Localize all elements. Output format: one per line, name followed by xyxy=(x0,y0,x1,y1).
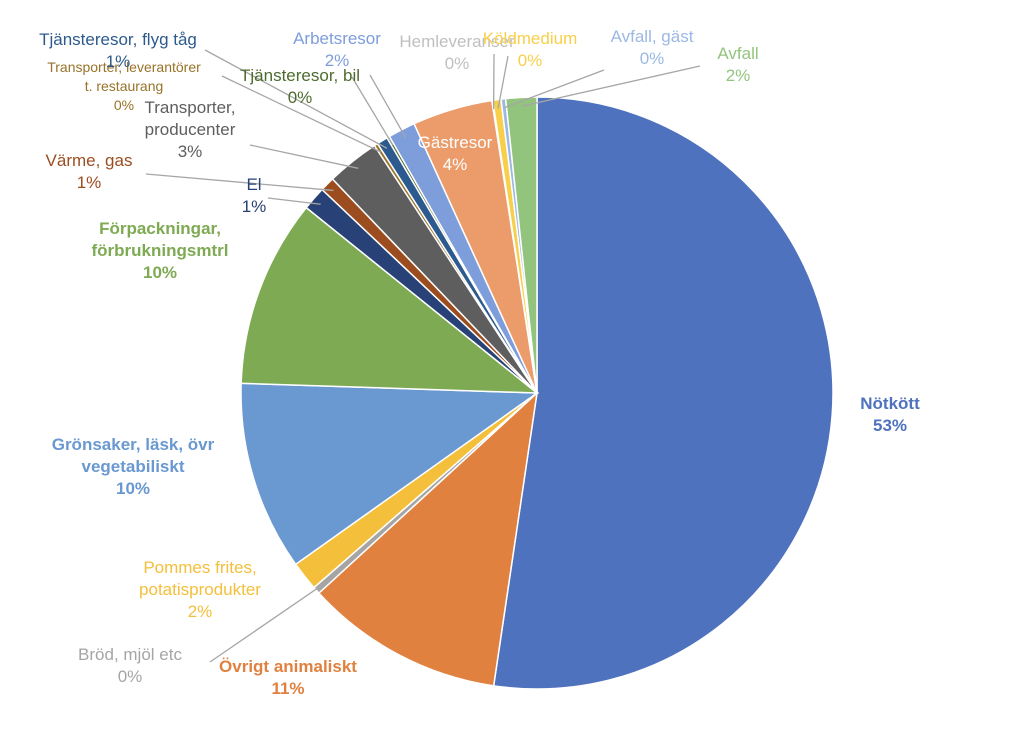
slice-name-label-2: Bröd, mjöl etc xyxy=(78,645,182,664)
slice-pct-label-13: 4% xyxy=(443,155,468,174)
slice-pct-label-0: 53% xyxy=(873,416,907,435)
pie-slice-0 xyxy=(492,96,834,690)
slice-name-label-16: Avfall, gäst xyxy=(611,27,694,46)
slice-pct-label-12: 2% xyxy=(325,51,350,70)
slice-name-label-12: Arbetsresor xyxy=(293,29,381,48)
slice-pct-label-16: 0% xyxy=(640,49,665,68)
pie-slice-5 xyxy=(240,206,540,394)
slice-name-label-13: Gästresor xyxy=(418,133,493,152)
slice-name-label-11: Tjänsteresor, bil xyxy=(240,66,360,85)
slice-pct-label-5: 10% xyxy=(143,263,177,282)
pie-slice-17 xyxy=(504,96,538,394)
pie-slice-4 xyxy=(240,382,540,566)
slice-name-label-17: Avfall xyxy=(717,44,758,63)
leader-line-6 xyxy=(267,197,321,205)
leader-lines xyxy=(145,49,701,663)
slice-pct-label-11: 0% xyxy=(288,88,313,107)
slice-pct-label-1: 11% xyxy=(271,679,304,698)
leader-line-12 xyxy=(369,74,407,139)
slice-pct-label-3: 2% xyxy=(188,602,213,621)
leader-line-2 xyxy=(209,583,324,663)
slice-pct-label-9: 0% xyxy=(114,97,134,113)
slice-name-label-9: Transporter, leverantörer t. restaurang xyxy=(47,59,201,94)
slice-name-label-7: Värme, gas xyxy=(46,151,133,170)
leader-line-7 xyxy=(145,173,334,192)
slice-pct-label-7: 1% xyxy=(77,173,102,192)
slice-name-label-8: Transporter, producenter xyxy=(144,98,235,139)
slice-name-label-15: Köldmedium xyxy=(483,29,578,48)
slice-pct-label-10: 1% xyxy=(106,52,131,71)
slice-pct-label-2: 0% xyxy=(118,667,143,686)
slice-pct-label-8: 3% xyxy=(178,142,203,161)
slice-pct-label-4: 10% xyxy=(116,479,150,498)
pie-slice-1 xyxy=(317,391,539,687)
leader-line-15 xyxy=(497,55,509,109)
slice-name-label-3: Pommes frites, potatisprodukter xyxy=(139,558,261,599)
slice-name-label-0: Nötkött xyxy=(860,394,920,413)
slice-pct-label-14: 0% xyxy=(445,54,470,73)
leader-line-17 xyxy=(521,65,701,107)
slice-name-label-1: Övrigt animaliskt xyxy=(219,657,357,676)
leader-line-11 xyxy=(351,76,394,146)
slice-name-label-6: El xyxy=(246,175,261,194)
slice-pct-label-15: 0% xyxy=(518,51,543,70)
leader-line-16 xyxy=(504,69,605,109)
leader-line-10 xyxy=(204,49,388,149)
pie-slices xyxy=(240,96,834,690)
slice-name-label-5: Förpackningar, förbrukningsmtrl xyxy=(92,219,229,260)
slice-pct-label-6: 1% xyxy=(242,197,267,216)
slice-pct-label-17: 2% xyxy=(726,66,751,85)
slice-name-label-4: Grönsaker, läsk, övr vegetabiliskt xyxy=(52,435,215,476)
slice-name-label-10: Tjänsteresor, flyg tåg xyxy=(39,30,197,49)
leader-line-8 xyxy=(249,144,359,169)
slice-name-label-14: Hemleveranser xyxy=(399,32,515,51)
slice-labels: Nötkött 53% Övrigt animaliskt 11% Bröd, mjöl… xyxy=(39,27,920,698)
leader-line-9 xyxy=(221,75,382,153)
